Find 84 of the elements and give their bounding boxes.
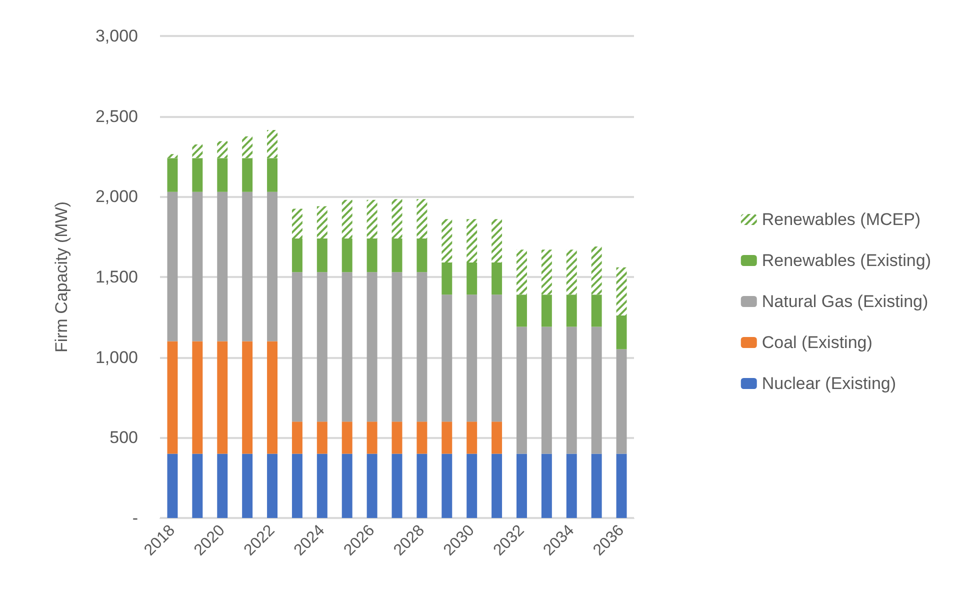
- legend-label: Coal (Existing): [762, 333, 872, 352]
- bar: [442, 422, 452, 454]
- bar: [167, 454, 178, 518]
- bar: [316, 238, 328, 272]
- y-tick-label: -: [132, 508, 138, 528]
- bar: [516, 454, 527, 518]
- bar: [242, 192, 253, 342]
- bar: [492, 454, 502, 518]
- legend-label: Renewables (MCEP): [762, 210, 921, 229]
- bar: [292, 422, 302, 454]
- bar: [616, 349, 627, 454]
- bar: [591, 294, 602, 327]
- y-tick-label: 500: [110, 428, 138, 448]
- bar: [442, 262, 452, 295]
- y-tick-label: 1,500: [95, 268, 138, 286]
- bar: [442, 294, 452, 422]
- bar: [416, 238, 428, 272]
- bar: [167, 341, 178, 454]
- bar: [192, 454, 203, 518]
- bar: [466, 262, 478, 295]
- bar: [442, 454, 452, 518]
- bar: [342, 454, 352, 518]
- bar: [366, 238, 378, 272]
- bar: [516, 294, 527, 327]
- bar: [242, 341, 253, 454]
- bar: [516, 326, 527, 454]
- bar: [566, 294, 577, 327]
- bar: [392, 272, 402, 422]
- bar: [541, 294, 552, 327]
- bar: [566, 454, 577, 518]
- bar: [366, 422, 378, 454]
- bar: [616, 454, 627, 518]
- bar: [466, 294, 478, 422]
- bar: [416, 454, 428, 518]
- bar: [167, 158, 178, 192]
- bar: [392, 422, 402, 454]
- bar: [466, 422, 478, 454]
- bar: [492, 294, 502, 422]
- y-tick-label: 2,000: [95, 187, 138, 206]
- bar: [192, 192, 203, 342]
- bar: [591, 326, 602, 454]
- y-axis-title: Firm Capacity (MW): [52, 201, 71, 353]
- bar: [292, 454, 302, 518]
- bar: [217, 158, 228, 192]
- bar: [416, 422, 428, 454]
- bar: [267, 192, 278, 342]
- bar: [342, 272, 352, 422]
- bar: [616, 316, 627, 350]
- bar: [292, 272, 302, 422]
- bar: [366, 454, 378, 518]
- bar: [591, 454, 602, 518]
- bar: [242, 454, 253, 518]
- bar: [466, 454, 478, 518]
- legend-label: Renewables (Existing): [762, 251, 932, 270]
- bar: [167, 192, 178, 342]
- bar: [541, 454, 552, 518]
- bar: [267, 341, 278, 454]
- bar: [492, 422, 502, 454]
- bar: [242, 158, 253, 192]
- bar: [267, 158, 278, 192]
- bar: [292, 238, 302, 272]
- bar: [192, 341, 203, 454]
- bar: [366, 272, 378, 422]
- bar: [316, 454, 328, 518]
- bar: [392, 238, 402, 272]
- legend-label: Nuclear (Existing): [762, 374, 896, 393]
- bar: [217, 341, 228, 454]
- bar: [492, 262, 502, 295]
- bar: [541, 326, 552, 454]
- bar: [342, 422, 352, 454]
- bar: [316, 422, 328, 454]
- bar: [217, 192, 228, 342]
- bar: [392, 454, 402, 518]
- bar: [566, 326, 577, 454]
- bar: [416, 272, 428, 422]
- bar: [217, 454, 228, 518]
- y-tick-label: 2,500: [95, 106, 138, 126]
- bar: [342, 238, 352, 272]
- bar: [267, 454, 278, 518]
- legend-label: Natural Gas (Existing): [762, 292, 928, 311]
- bar: [192, 158, 203, 192]
- bar: [316, 272, 328, 422]
- y-tick-label: 1,000: [95, 348, 138, 367]
- y-tick-label: 3,000: [95, 26, 138, 46]
